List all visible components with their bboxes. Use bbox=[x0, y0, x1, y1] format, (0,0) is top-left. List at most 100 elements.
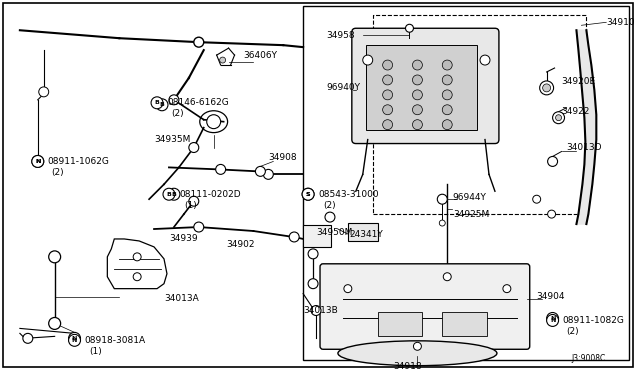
Circle shape bbox=[383, 60, 392, 70]
Circle shape bbox=[556, 115, 561, 121]
Circle shape bbox=[532, 195, 541, 203]
Circle shape bbox=[412, 120, 422, 129]
Circle shape bbox=[412, 60, 422, 70]
Circle shape bbox=[169, 95, 179, 105]
Text: 34958: 34958 bbox=[326, 31, 355, 40]
Text: B: B bbox=[159, 102, 164, 107]
Text: (2): (2) bbox=[52, 168, 64, 177]
Text: N: N bbox=[550, 316, 556, 321]
Text: S: S bbox=[306, 192, 310, 197]
Text: 08111-0202D: 08111-0202D bbox=[179, 190, 241, 199]
Circle shape bbox=[412, 105, 422, 115]
Circle shape bbox=[383, 90, 392, 100]
Text: 34902: 34902 bbox=[227, 240, 255, 249]
Circle shape bbox=[163, 188, 175, 200]
Bar bbox=[372, 15, 586, 214]
Ellipse shape bbox=[200, 111, 228, 132]
Text: J3:9008C: J3:9008C bbox=[572, 354, 605, 363]
Circle shape bbox=[344, 285, 352, 293]
Polygon shape bbox=[579, 45, 591, 72]
Circle shape bbox=[406, 24, 413, 32]
Text: (2): (2) bbox=[566, 327, 579, 336]
Circle shape bbox=[302, 188, 314, 200]
Circle shape bbox=[412, 75, 422, 85]
Text: 34939: 34939 bbox=[169, 234, 198, 243]
Circle shape bbox=[439, 220, 445, 226]
Text: 08146-6162G: 08146-6162G bbox=[167, 98, 228, 107]
Polygon shape bbox=[577, 214, 588, 224]
Circle shape bbox=[383, 105, 392, 115]
Text: 96940Y: 96940Y bbox=[326, 83, 360, 92]
Circle shape bbox=[23, 333, 33, 343]
Polygon shape bbox=[582, 90, 596, 118]
Polygon shape bbox=[580, 184, 593, 199]
Circle shape bbox=[311, 305, 321, 315]
Circle shape bbox=[68, 333, 81, 344]
FancyBboxPatch shape bbox=[352, 28, 499, 144]
Bar bbox=[378, 311, 422, 336]
Circle shape bbox=[383, 75, 392, 85]
Circle shape bbox=[207, 115, 221, 129]
Circle shape bbox=[32, 155, 44, 167]
Circle shape bbox=[442, 90, 452, 100]
Text: 34920E: 34920E bbox=[561, 77, 596, 86]
Polygon shape bbox=[580, 65, 595, 95]
Circle shape bbox=[383, 120, 392, 129]
Circle shape bbox=[442, 75, 452, 85]
Text: N: N bbox=[550, 318, 556, 323]
Bar bbox=[365, 45, 477, 129]
Text: 34935M: 34935M bbox=[154, 135, 191, 144]
Text: 34904: 34904 bbox=[537, 292, 565, 301]
Bar bbox=[303, 6, 629, 360]
Text: B: B bbox=[166, 192, 172, 197]
Text: N: N bbox=[35, 159, 40, 164]
Polygon shape bbox=[577, 30, 588, 50]
Circle shape bbox=[32, 155, 44, 167]
Circle shape bbox=[480, 55, 490, 65]
Circle shape bbox=[255, 166, 266, 176]
Text: 34910: 34910 bbox=[606, 18, 635, 27]
Circle shape bbox=[442, 120, 452, 129]
Text: N: N bbox=[72, 336, 77, 341]
Text: B: B bbox=[155, 100, 159, 105]
Circle shape bbox=[49, 251, 61, 263]
Circle shape bbox=[547, 314, 559, 326]
Circle shape bbox=[194, 37, 204, 47]
Circle shape bbox=[68, 334, 81, 346]
Text: 08911-1062G: 08911-1062G bbox=[48, 157, 109, 166]
Circle shape bbox=[413, 342, 421, 350]
Text: 34908: 34908 bbox=[268, 153, 297, 162]
Circle shape bbox=[437, 194, 447, 204]
Text: N: N bbox=[72, 338, 77, 343]
Circle shape bbox=[133, 253, 141, 261]
Circle shape bbox=[133, 273, 141, 281]
Circle shape bbox=[216, 164, 226, 174]
Bar bbox=[348, 223, 378, 241]
Circle shape bbox=[308, 249, 318, 259]
Circle shape bbox=[189, 142, 199, 153]
Ellipse shape bbox=[338, 341, 497, 366]
Circle shape bbox=[168, 188, 180, 200]
Circle shape bbox=[548, 157, 557, 166]
Circle shape bbox=[39, 87, 49, 97]
Text: (1): (1) bbox=[184, 201, 196, 210]
Circle shape bbox=[363, 55, 372, 65]
Circle shape bbox=[189, 196, 199, 206]
Text: 96944Y: 96944Y bbox=[452, 193, 486, 202]
Circle shape bbox=[151, 97, 163, 109]
Text: 34013A: 34013A bbox=[164, 294, 199, 303]
Bar bbox=[303, 225, 331, 247]
Text: 34013D: 34013D bbox=[566, 143, 602, 152]
Circle shape bbox=[552, 112, 564, 124]
Circle shape bbox=[302, 188, 314, 200]
Text: 34013B: 34013B bbox=[303, 306, 338, 315]
Text: 34922: 34922 bbox=[561, 107, 590, 116]
Text: S: S bbox=[306, 192, 310, 197]
Text: 08911-1082G: 08911-1082G bbox=[563, 316, 625, 325]
Text: N: N bbox=[35, 159, 40, 164]
Circle shape bbox=[220, 57, 226, 63]
Text: (2): (2) bbox=[171, 109, 184, 118]
Circle shape bbox=[412, 90, 422, 100]
Text: 34925M: 34925M bbox=[453, 209, 490, 219]
Text: 36406Y: 36406Y bbox=[243, 51, 278, 60]
